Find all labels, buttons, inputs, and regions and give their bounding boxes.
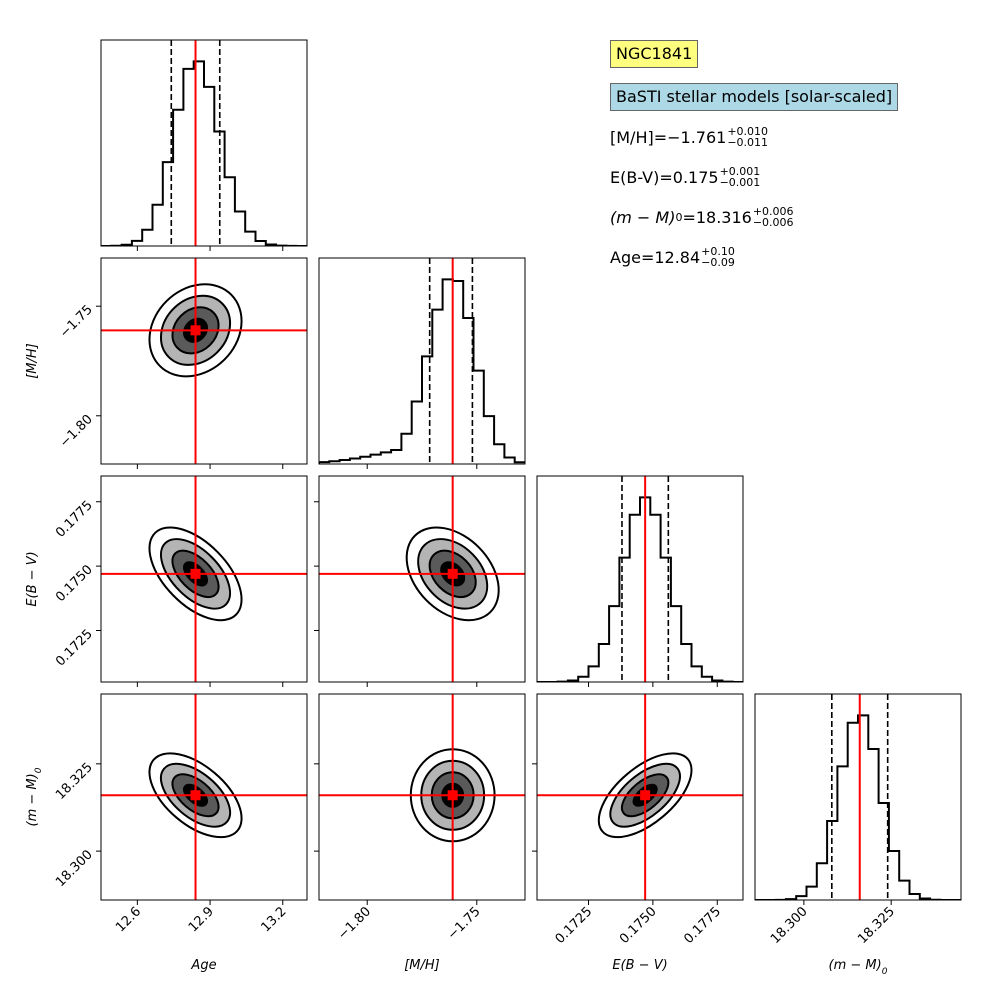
- param-name: E(B-V)=: [610, 167, 673, 187]
- param-reddening: E(B-V)= 0.175 +0.001 −0.001: [610, 163, 898, 191]
- panel-frame: [100, 475, 308, 683]
- param-name: Age=: [610, 247, 655, 267]
- best-fit-marker: [190, 325, 201, 336]
- param-value: −1.761: [667, 127, 727, 147]
- y-tick-label: 18.300: [53, 847, 96, 890]
- y-tick-label: 18.325: [53, 760, 96, 803]
- contour-panel-mh-ebv: [314, 475, 526, 687]
- panel-content: [755, 694, 961, 900]
- panel-content: [319, 694, 525, 900]
- x-tick-label: 0.1750: [617, 904, 660, 947]
- param-lower-error: −0.006: [752, 216, 794, 229]
- panel-content: [101, 40, 307, 246]
- panel-frame: [754, 693, 962, 901]
- param-distance-modulus: (m − M) 0 = 18.316 +0.006 −0.006: [610, 203, 898, 231]
- y-axis-label-row-1: [M/H]: [25, 343, 40, 379]
- histogram-panel-mh: [318, 257, 526, 469]
- x-tick-label: 18.325: [855, 904, 898, 947]
- param-upper-error: +0.006: [752, 205, 794, 218]
- panel-frame: [536, 475, 744, 683]
- x-axis-label-mh: [M/H]: [404, 958, 440, 973]
- panel-content: [319, 258, 525, 464]
- panel-content: [101, 694, 307, 900]
- param-name: (m − M): [610, 207, 676, 227]
- y-tick-label: 0.1750: [53, 562, 96, 605]
- y-tick-label: 0.1725: [53, 627, 96, 670]
- y-tick-label: −1.75: [57, 302, 96, 341]
- param-lower-error: −0.09: [701, 256, 735, 269]
- panel-frame: [318, 257, 526, 465]
- x-tick-label: 0.1775: [681, 904, 724, 947]
- param-upper-error: +0.10: [701, 245, 735, 258]
- param-value: 18.316: [695, 207, 752, 227]
- param-metallicity: [M/H]= −1.761 +0.010 −0.011: [610, 123, 898, 151]
- best-fit-marker: [190, 568, 201, 579]
- param-upper-error: +0.010: [727, 125, 769, 138]
- best-fit-marker: [640, 790, 651, 801]
- x-tick-label: −1.75: [445, 904, 484, 943]
- histogram-step: [319, 278, 525, 464]
- contour-panel-age-mh: −1.80 −1.75: [57, 257, 308, 469]
- histogram-panel-ebv: [536, 475, 744, 687]
- x-tick-label: −1.80: [335, 904, 374, 943]
- x-tick-label: 12.9: [186, 904, 217, 935]
- y-tick-label: 0.1775: [53, 498, 96, 541]
- histogram-step: [101, 60, 307, 246]
- param-name-subscript: 0: [675, 210, 683, 224]
- y-axis-label-subscript: 0: [34, 767, 44, 773]
- contour-panel-mh-dm: −1.80 −1.75: [314, 693, 526, 943]
- param-name: [M/H]=: [610, 127, 668, 147]
- histogram-step: [755, 714, 961, 900]
- best-fit-marker: [447, 790, 458, 801]
- panel-content: [101, 258, 307, 464]
- x-axis-label-dm: (m − M)0: [829, 958, 888, 977]
- panel-frame: [536, 693, 744, 901]
- x-axis-label-age: Age: [190, 958, 216, 973]
- x-axis-label-subscript: 0: [882, 967, 888, 977]
- contour-panel-age-dm: 12.6 12.9 13.2 18.300 18.325: [53, 693, 308, 935]
- x-axis-label-ebv: E(B − V): [612, 958, 667, 973]
- histogram-step: [537, 496, 743, 682]
- best-fit-marker: [447, 568, 458, 579]
- panel-content: [319, 476, 525, 682]
- param-name-tail: =: [682, 207, 696, 227]
- panel-content: [537, 476, 743, 682]
- x-tick-label: 12.6: [113, 904, 144, 935]
- param-upper-error: +0.001: [719, 165, 761, 178]
- stellar-models-box: BaSTI stellar models [solar-scaled]: [610, 83, 899, 111]
- contour-panel-ebv-dm: 0.1725 0.1750 0.1775: [532, 693, 744, 947]
- param-value: 12.84: [654, 247, 701, 267]
- panel-frame: [100, 693, 308, 901]
- histogram-panel-dm: 18.300 18.325: [754, 693, 962, 947]
- param-age: Age= 12.84 +0.10 −0.09: [610, 243, 898, 271]
- y-axis-label-row-2: E(B − V): [25, 551, 40, 606]
- param-lower-error: −0.011: [727, 136, 769, 149]
- best-fit-marker: [190, 790, 201, 801]
- x-tick-label: 18.300: [768, 904, 811, 947]
- panel-frame: [318, 693, 526, 901]
- panel-frame: [318, 475, 526, 683]
- histogram-panel-age: [100, 39, 308, 251]
- param-lower-error: −0.001: [719, 176, 761, 189]
- param-value: 0.175: [672, 167, 719, 187]
- contour-panel-age-ebv: 0.1725 0.1750 0.1775: [53, 475, 308, 687]
- y-tick-label: −1.80: [57, 412, 96, 451]
- x-tick-label: 13.2: [259, 904, 290, 935]
- x-tick-label: 0.1725: [553, 904, 596, 947]
- panel-frame: [100, 39, 308, 247]
- panel-content: [537, 694, 743, 900]
- panel-content: [101, 476, 307, 682]
- result-legend: NGC1841 BaSTI stellar models [solar-scal…: [610, 40, 899, 271]
- panel-frame: [100, 257, 308, 465]
- cluster-name-box: NGC1841: [610, 40, 699, 68]
- y-axis-label-row-3: (m − M)0: [25, 767, 44, 826]
